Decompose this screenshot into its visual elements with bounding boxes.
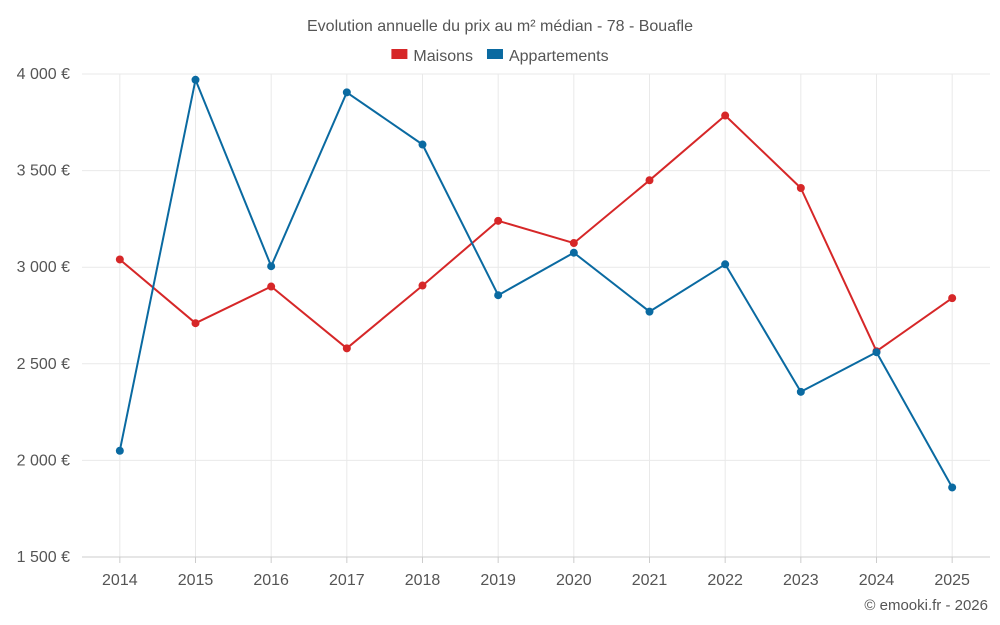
data-point-maisons xyxy=(645,176,654,185)
data-point-appartements xyxy=(191,75,200,84)
data-point-maisons xyxy=(494,216,503,225)
x-tick-label: 2017 xyxy=(329,572,365,589)
x-tick-label: 2022 xyxy=(707,572,743,589)
data-point-maisons xyxy=(721,111,730,120)
series-line-appartements xyxy=(118,78,954,488)
data-point-appartements xyxy=(948,483,957,492)
data-point-maisons xyxy=(569,239,578,248)
data-point-maisons xyxy=(342,344,351,353)
data-point-appartements xyxy=(796,387,805,396)
x-tick-label: 2014 xyxy=(102,572,138,589)
credit-text: © emooki.fr - 2026 xyxy=(864,597,988,614)
data-point-appartements xyxy=(645,307,654,316)
data-point-maisons xyxy=(418,281,427,290)
x-tick-label: 2020 xyxy=(556,572,592,589)
grid-lines xyxy=(82,73,990,557)
x-axis: 2014 2015 2016 2017 2018 2019 2020 2021 2022 2023… xyxy=(82,556,990,589)
y-tick-label: 4 000 € xyxy=(17,66,70,83)
data-point-maisons xyxy=(267,282,276,291)
y-tick-label: 3 500 € xyxy=(17,163,70,180)
x-tick-label: 2024 xyxy=(859,572,895,589)
legend: Maisons Appartements xyxy=(391,48,609,65)
y-axis: 1 500 € 2 000 € 2 500 € 3 000 € 3 500 € 4 000… xyxy=(17,66,70,566)
y-tick-label: 2 500 € xyxy=(17,356,70,373)
x-tick-label: 2018 xyxy=(405,572,441,589)
y-tick-label: 3 000 € xyxy=(17,259,70,276)
legend-label: Appartements xyxy=(509,48,609,65)
data-point-appartements xyxy=(569,248,578,257)
data-point-maisons xyxy=(948,294,957,303)
data-point-appartements xyxy=(115,446,124,455)
series-group xyxy=(115,75,957,492)
x-tick-label: 2023 xyxy=(783,572,819,589)
data-point-maisons xyxy=(796,183,805,192)
data-point-appartements xyxy=(342,88,351,97)
data-point-maisons xyxy=(191,319,200,328)
data-point-appartements xyxy=(872,348,881,357)
series-line-maisons xyxy=(119,114,953,353)
data-point-appartements xyxy=(267,262,276,271)
data-point-maisons xyxy=(115,255,124,264)
legend-label: Maisons xyxy=(413,48,473,65)
x-tick-label: 2025 xyxy=(934,572,970,589)
data-point-appartements xyxy=(494,291,503,300)
x-tick-label: 2021 xyxy=(632,572,668,589)
data-point-appartements xyxy=(418,140,427,149)
y-tick-label: 2 000 € xyxy=(17,452,70,469)
legend-swatch-maisons xyxy=(391,49,408,59)
data-point-appartements xyxy=(721,260,730,269)
x-tick-label: 2019 xyxy=(480,572,516,589)
y-tick-label: 1 500 € xyxy=(17,549,70,566)
x-tick-label: 2016 xyxy=(253,572,289,589)
chart-title: Evolution annuelle du prix au m² médian … xyxy=(307,18,693,35)
legend-swatch-appartements xyxy=(486,49,503,59)
x-tick-label: 2015 xyxy=(178,572,214,589)
